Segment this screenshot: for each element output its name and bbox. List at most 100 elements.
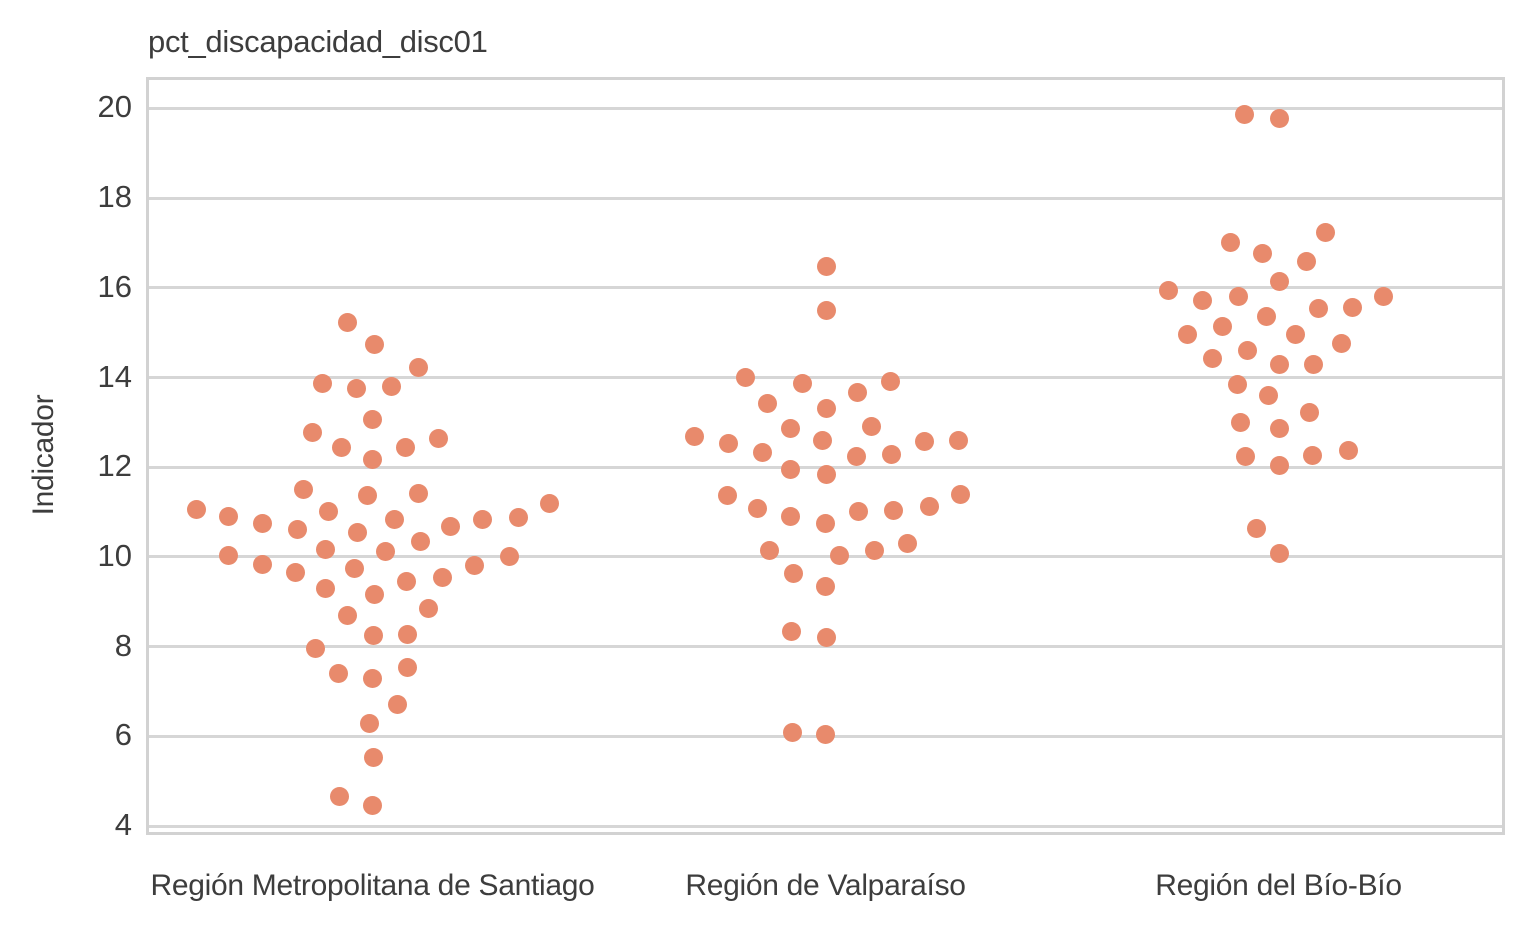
- data-point: [419, 598, 438, 618]
- data-point: [219, 507, 238, 527]
- data-point: [286, 563, 305, 583]
- x-category-label: Región Metropolitana de Santiago: [150, 869, 595, 902]
- data-point: [500, 546, 519, 566]
- data-point: [1286, 324, 1305, 344]
- data-point: [319, 501, 338, 521]
- data-point: [898, 533, 917, 553]
- data-point: [862, 416, 881, 436]
- data-point: [1270, 544, 1289, 564]
- y-tick-label-20: 20: [97, 89, 132, 125]
- data-point: [1193, 290, 1212, 310]
- data-point: [949, 430, 968, 450]
- gridline-y-20: [149, 106, 1502, 110]
- data-point: [294, 480, 313, 500]
- data-point: [1343, 297, 1362, 317]
- x-category-label: Región de Valparaíso: [685, 869, 966, 902]
- data-point: [316, 578, 335, 598]
- data-point: [360, 714, 379, 734]
- data-point: [849, 501, 868, 521]
- data-point: [187, 500, 206, 520]
- gridline-y-14: [149, 376, 1502, 379]
- data-point: [817, 301, 836, 321]
- plot-area: [146, 77, 1505, 835]
- data-point: [760, 541, 779, 561]
- data-point: [719, 434, 738, 454]
- data-point: [1270, 419, 1289, 439]
- gridline-y-18: [149, 196, 1502, 200]
- data-point: [1270, 456, 1289, 476]
- data-point: [1316, 223, 1335, 243]
- y-tick-label-16: 16: [97, 268, 132, 304]
- data-point: [409, 484, 428, 504]
- data-point: [1159, 280, 1178, 300]
- data-point: [540, 493, 559, 513]
- data-point: [1221, 233, 1240, 252]
- data-point: [1374, 286, 1393, 306]
- data-point: [441, 516, 460, 536]
- data-point: [363, 669, 382, 689]
- data-point: [396, 437, 415, 457]
- data-point: [313, 374, 332, 394]
- data-point: [364, 748, 383, 768]
- y-tick-label-18: 18: [97, 179, 132, 215]
- data-point: [847, 447, 866, 467]
- data-point: [1270, 271, 1289, 291]
- data-point: [783, 722, 802, 742]
- data-point: [816, 725, 835, 745]
- data-point: [398, 658, 417, 678]
- data-point: [736, 368, 755, 387]
- data-point: [817, 628, 836, 648]
- data-point: [253, 555, 272, 575]
- data-point: [385, 510, 404, 530]
- data-point: [316, 540, 335, 560]
- data-point: [865, 541, 884, 561]
- data-point: [848, 382, 867, 402]
- data-point: [329, 664, 348, 684]
- data-point: [411, 532, 430, 552]
- data-point: [685, 426, 704, 446]
- data-point: [363, 449, 382, 469]
- data-point: [388, 694, 407, 714]
- data-point: [330, 787, 349, 807]
- data-point: [347, 379, 366, 399]
- data-point: [338, 606, 357, 626]
- data-point: [306, 639, 325, 659]
- y-tick-label-12: 12: [97, 448, 132, 484]
- data-point: [429, 429, 448, 448]
- data-point: [365, 585, 384, 605]
- data-point: [338, 312, 357, 332]
- data-point: [781, 419, 800, 439]
- data-point: [364, 626, 383, 646]
- data-point: [915, 432, 934, 452]
- data-point: [253, 514, 272, 534]
- chart-title: pct_discapacidad_disc01: [148, 24, 488, 59]
- data-point: [1247, 518, 1266, 538]
- data-point: [409, 357, 428, 377]
- data-point: [1270, 109, 1289, 129]
- data-point: [816, 514, 835, 534]
- data-point: [817, 398, 836, 418]
- data-point: [881, 372, 900, 392]
- y-tick-label-4: 4: [114, 807, 132, 843]
- x-category-label: Región del Bío-Bío: [1155, 869, 1402, 902]
- data-point: [363, 795, 382, 815]
- data-point: [1236, 446, 1255, 466]
- gridline-y-4: [149, 824, 1502, 828]
- data-point: [1270, 355, 1289, 374]
- data-point: [748, 498, 767, 518]
- data-point: [382, 377, 401, 397]
- data-point: [882, 445, 901, 465]
- data-point: [781, 507, 800, 527]
- data-point: [433, 567, 452, 587]
- data-point: [398, 625, 417, 645]
- data-point: [332, 438, 351, 458]
- data-point: [758, 394, 777, 414]
- data-point: [303, 422, 322, 442]
- data-point: [793, 374, 812, 394]
- data-point: [345, 558, 364, 578]
- data-point: [1257, 306, 1276, 326]
- data-point: [813, 430, 832, 450]
- data-point: [1238, 340, 1257, 360]
- data-point: [830, 545, 849, 565]
- data-point: [1332, 333, 1351, 353]
